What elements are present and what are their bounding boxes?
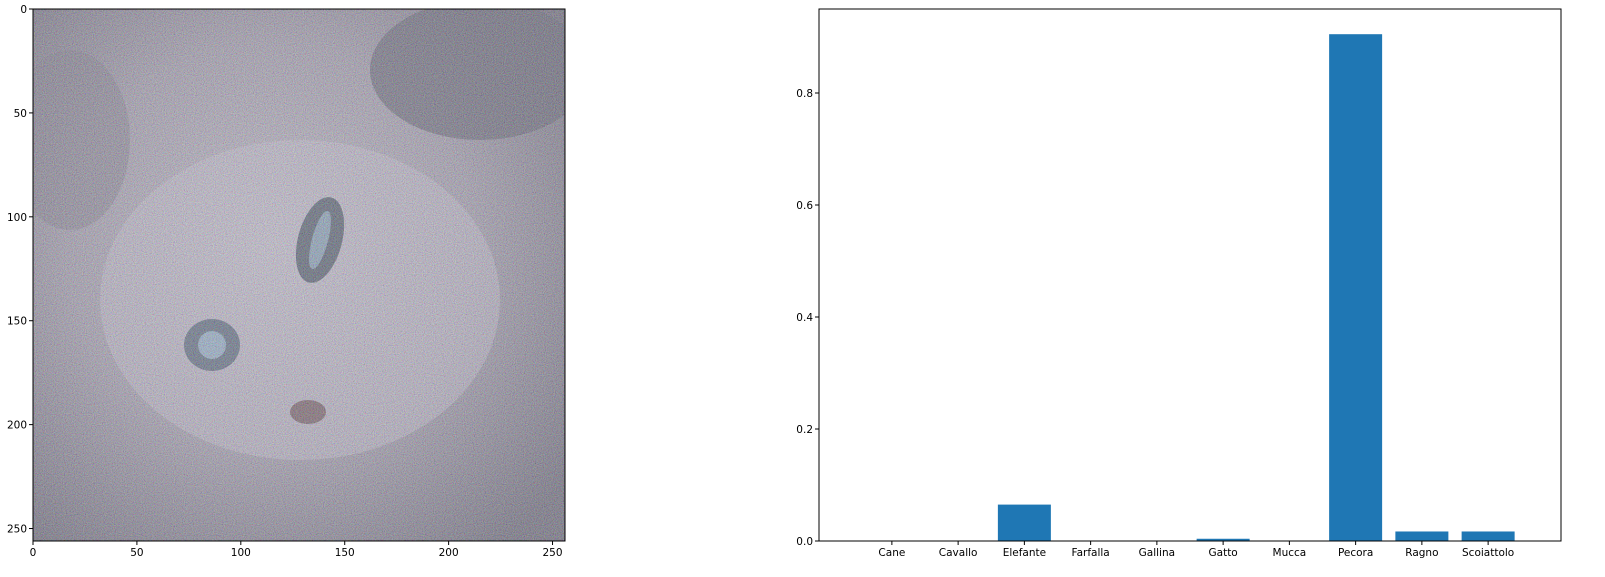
image-x-tick-label: 50 [130,547,143,559]
image-y-tick-label: 50 [14,108,27,120]
kitten-image [33,9,565,541]
image-y-axis: 0 50 100 150 200 250 [7,4,33,536]
bar-x-tick-label: Cavallo [939,547,978,559]
image-y-tick-label: 0 [20,4,27,16]
bar-y-axis: 0.0 0.2 0.4 0.6 0.8 [796,88,819,548]
bar-y-tick-label: 0.0 [796,536,813,548]
bar-x-tick-label: Ragno [1405,547,1438,559]
bar-x-tick-label: Mucca [1273,547,1307,559]
bars-group [865,34,1515,541]
bar-chart-frame [818,8,1562,542]
image-x-tick-label: 100 [231,547,251,559]
bar-y-tick-label: 0.8 [796,88,813,100]
bar-gatto [1196,538,1250,541]
bar-y-tick-label: 0.4 [796,312,813,324]
bar-x-tick-label: Elefante [1003,547,1046,559]
bar-x-tick-label: Gallina [1139,547,1175,559]
bar-scoiattolo [1461,531,1515,541]
image-y-tick-label: 250 [7,524,27,536]
image-y-tick-label: 100 [7,212,27,224]
bar-x-tick-label: Cane [878,547,905,559]
image-x-tick-label: 250 [543,547,563,559]
bar-ragno [1395,531,1449,541]
bar-x-tick-label: Pecora [1338,547,1373,559]
image-x-tick-label: 150 [335,547,355,559]
bar-pecora [1329,34,1383,541]
bar-x-tick-label: Scoiattolo [1462,547,1514,559]
image-y-tick-label: 200 [7,420,27,432]
bar-y-tick-label: 0.6 [796,200,813,212]
bar-y-tick-label: 0.2 [796,424,813,436]
image-y-tick-label: 150 [7,316,27,328]
bar-x-axis: Cane Cavallo Elefante Farfalla Gallina Gatto M… [878,541,1514,559]
image-x-axis: 0 50 100 150 200 250 [30,541,563,559]
image-x-tick-label: 200 [439,547,459,559]
image-frame [32,8,566,542]
image-x-tick-label: 0 [30,547,37,559]
bar-x-tick-label: Farfalla [1072,547,1110,559]
bar-elefante [997,504,1051,541]
bar-x-tick-label: Gatto [1209,547,1238,559]
